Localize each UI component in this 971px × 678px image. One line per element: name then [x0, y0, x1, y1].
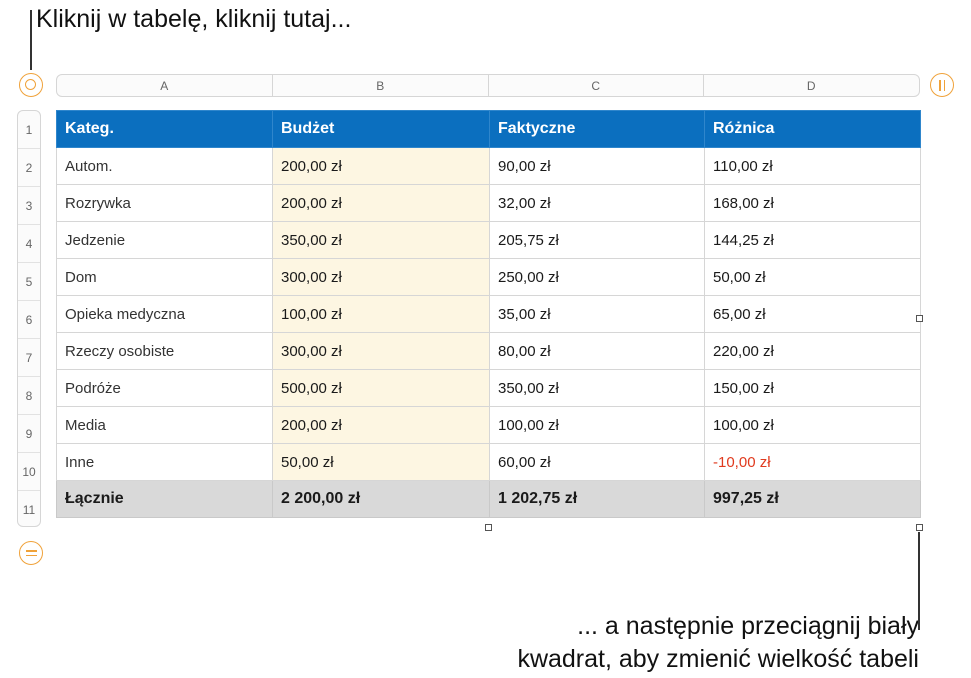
row-header-bar: 1 2 3 4 5 6 7 8 9 10 11 — [17, 110, 41, 527]
total-cell-budget[interactable]: 2 200,00 zł — [272, 480, 490, 518]
cell-category[interactable]: Inne — [56, 443, 273, 481]
cell-difference[interactable]: 110,00 zł — [704, 147, 921, 185]
header-cell-budget[interactable]: Budżet — [272, 110, 490, 148]
table-row: Rzeczy osobiste 300,00 zł 80,00 zł 220,0… — [56, 332, 921, 370]
total-cell-label[interactable]: Łącznie — [56, 480, 273, 518]
cell-difference[interactable]: 220,00 zł — [704, 332, 921, 370]
total-cell-difference[interactable]: 997,25 zł — [704, 480, 921, 518]
row-header[interactable]: 6 — [18, 301, 40, 339]
callout-top-leader — [30, 10, 32, 70]
cell-budget[interactable]: 300,00 zł — [272, 332, 490, 370]
cell-difference[interactable]: 100,00 zł — [704, 406, 921, 444]
row-header[interactable]: 9 — [18, 415, 40, 453]
cell-difference[interactable]: 50,00 zł — [704, 258, 921, 296]
row-header[interactable]: 2 — [18, 149, 40, 187]
cell-budget[interactable]: 500,00 zł — [272, 369, 490, 407]
resize-handle-right[interactable] — [916, 315, 923, 322]
row-header[interactable]: 5 — [18, 263, 40, 301]
cell-category[interactable]: Media — [56, 406, 273, 444]
callout-bottom-line1: ... a następnie przeciągnij biały — [577, 612, 919, 640]
cell-difference[interactable]: 150,00 zł — [704, 369, 921, 407]
cell-actual[interactable]: 90,00 zł — [489, 147, 705, 185]
cell-difference[interactable]: 168,00 zł — [704, 184, 921, 222]
callout-top: Kliknij w tabelę, kliknij tutaj... — [36, 5, 352, 33]
cell-category[interactable]: Opieka medyczna — [56, 295, 273, 333]
table-row: Opieka medyczna 100,00 zł 35,00 zł 65,00… — [56, 295, 921, 333]
header-cell-actual[interactable]: Faktyczne — [489, 110, 705, 148]
table-total-row: Łącznie 2 200,00 zł 1 202,75 zł 997,25 z… — [56, 480, 921, 518]
row-header[interactable]: 4 — [18, 225, 40, 263]
table-row: Media 200,00 zł 100,00 zł 100,00 zł — [56, 406, 921, 444]
cell-budget[interactable]: 200,00 zł — [272, 147, 490, 185]
cell-budget[interactable]: 200,00 zł — [272, 184, 490, 222]
cell-difference[interactable]: 65,00 zł — [704, 295, 921, 333]
cell-actual[interactable]: 60,00 zł — [489, 443, 705, 481]
resize-handle-bottom[interactable] — [485, 524, 492, 531]
row-header[interactable]: 7 — [18, 339, 40, 377]
cell-category[interactable]: Autom. — [56, 147, 273, 185]
cell-category[interactable]: Dom — [56, 258, 273, 296]
cell-actual[interactable]: 350,00 zł — [489, 369, 705, 407]
column-header-d[interactable]: D — [806, 78, 816, 93]
column-header-c[interactable]: C — [489, 75, 704, 96]
cell-difference[interactable]: -10,00 zł — [704, 443, 921, 481]
table-header-row: Kateg. Budżet Faktyczne Różnica — [56, 110, 921, 148]
table-row: Autom. 200,00 zł 90,00 zł 110,00 zł — [56, 147, 921, 185]
column-header-b[interactable]: B — [273, 75, 489, 96]
table-row: Jedzenie 350,00 zł 205,75 zł 144,25 zł — [56, 221, 921, 259]
column-header-a[interactable]: A — [57, 75, 273, 96]
row-header[interactable]: 8 — [18, 377, 40, 415]
cell-actual[interactable]: 80,00 zł — [489, 332, 705, 370]
cell-actual[interactable]: 250,00 zł — [489, 258, 705, 296]
table-row: Dom 300,00 zł 250,00 zł 50,00 zł — [56, 258, 921, 296]
total-cell-actual[interactable]: 1 202,75 zł — [489, 480, 705, 518]
table-row: Rozrywka 200,00 zł 32,00 zł 168,00 zł — [56, 184, 921, 222]
table-row: Inne 50,00 zł 60,00 zł -10,00 zł — [56, 443, 921, 481]
add-rows-button[interactable] — [19, 541, 43, 565]
callout-bottom-line2: kwadrat, aby zmienić wielkość tabeli — [517, 645, 919, 673]
callout-bottom: ... a następnie przeciągnij biały kwadra… — [517, 610, 919, 676]
header-cell-difference[interactable]: Różnica — [704, 110, 921, 148]
cell-category[interactable]: Rozrywka — [56, 184, 273, 222]
row-header[interactable]: 1 — [18, 111, 40, 149]
cell-budget[interactable]: 350,00 zł — [272, 221, 490, 259]
cell-difference[interactable]: 144,25 zł — [704, 221, 921, 259]
cell-actual[interactable]: 32,00 zł — [489, 184, 705, 222]
cell-budget[interactable]: 200,00 zł — [272, 406, 490, 444]
resize-handle-corner[interactable] — [916, 524, 923, 531]
cell-actual[interactable]: 100,00 zł — [489, 406, 705, 444]
cell-budget[interactable]: 50,00 zł — [272, 443, 490, 481]
cell-budget[interactable]: 100,00 zł — [272, 295, 490, 333]
cell-budget[interactable]: 300,00 zł — [272, 258, 490, 296]
table-row: Podróże 500,00 zł 350,00 zł 150,00 zł — [56, 369, 921, 407]
select-table-button[interactable] — [19, 73, 43, 97]
callout-bottom-leader — [918, 532, 920, 630]
row-header[interactable]: 10 — [18, 453, 40, 491]
cell-category[interactable]: Podróże — [56, 369, 273, 407]
cell-category[interactable]: Rzeczy osobiste — [56, 332, 273, 370]
row-header[interactable]: 3 — [18, 187, 40, 225]
budget-table: Kateg. Budżet Faktyczne Różnica Autom. 2… — [56, 110, 921, 518]
cell-actual[interactable]: 205,75 zł — [489, 221, 705, 259]
column-header-bar: A B C D — [56, 74, 920, 97]
cell-category[interactable]: Jedzenie — [56, 221, 273, 259]
add-columns-button[interactable] — [930, 73, 954, 97]
cell-actual[interactable]: 35,00 zł — [489, 295, 705, 333]
row-header[interactable]: 11 — [22, 502, 36, 517]
header-cell-category[interactable]: Kateg. — [56, 110, 273, 148]
